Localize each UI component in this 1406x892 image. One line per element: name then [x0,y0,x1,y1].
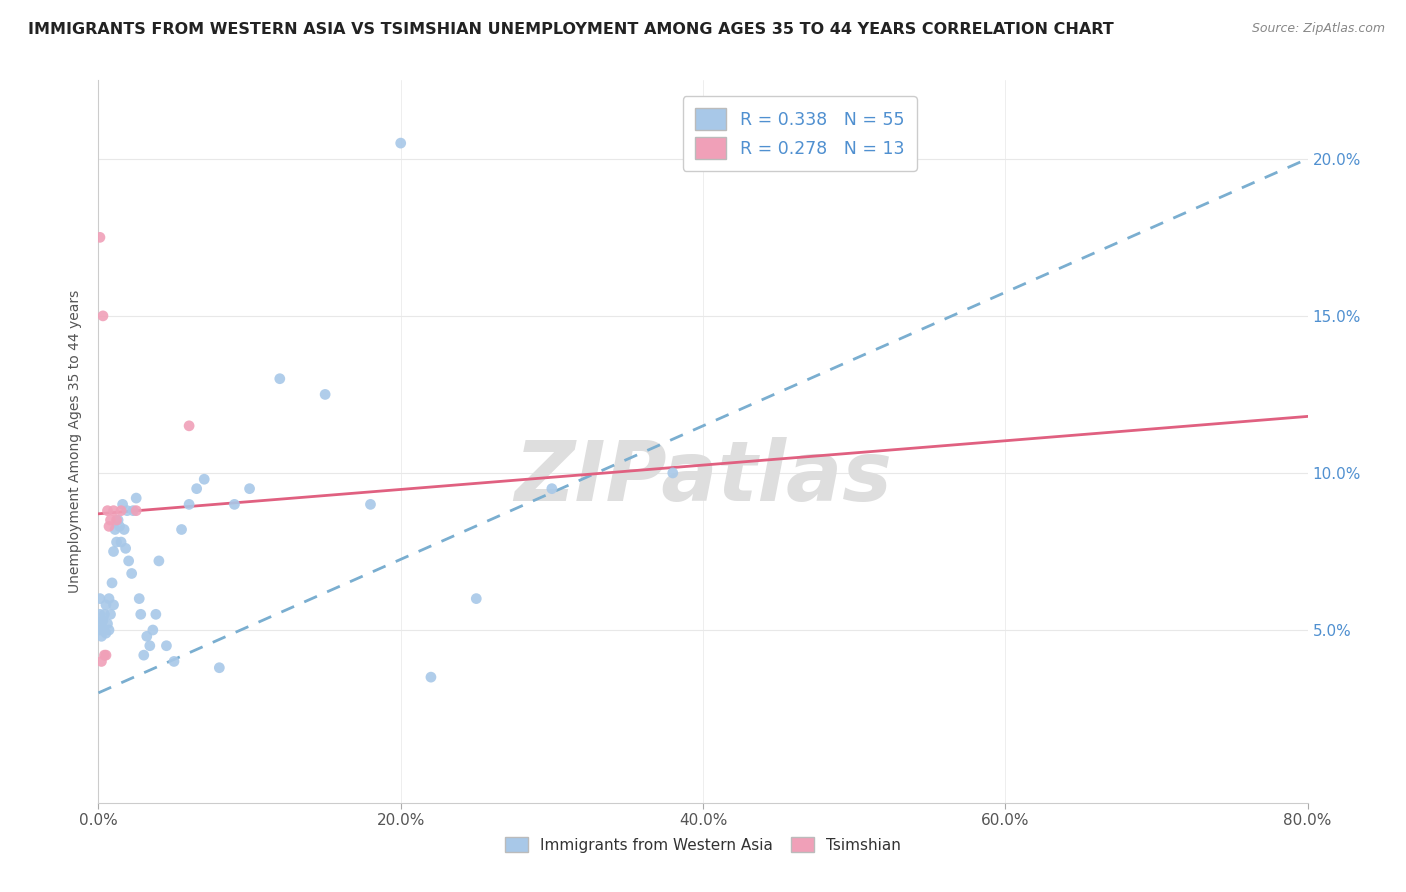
Point [155,639,177,653]
Text: ZIPatlas: ZIPatlas [515,437,891,518]
Point [661,466,683,480]
Point [145,607,167,622]
Point [239,482,262,496]
Point [94,648,117,662]
Point [100,513,122,527]
Point [132,648,155,662]
Point [121,566,143,581]
Point [118,554,141,568]
Point [91,623,114,637]
Point [208,661,231,675]
Point [89,591,111,606]
Point [269,372,291,386]
Point [94,626,117,640]
Point [90,629,112,643]
Point [94,598,117,612]
Point [98,519,121,533]
Point [186,482,208,496]
Point [179,497,201,511]
Point [139,639,162,653]
Point [128,591,150,606]
Point [129,607,152,622]
Point [90,655,112,669]
Point [193,472,215,486]
Point [224,497,246,511]
Point [104,523,127,537]
Text: Source: ZipAtlas.com: Source: ZipAtlas.com [1251,22,1385,36]
Point [170,523,193,537]
Point [96,616,118,631]
Y-axis label: Unemployment Among Ages 35 to 44 years: Unemployment Among Ages 35 to 44 years [69,290,83,593]
Point [122,503,145,517]
Point [420,670,443,684]
Point [540,482,562,496]
Legend: Immigrants from Western Asia, Tsimshian: Immigrants from Western Asia, Tsimshian [498,829,908,860]
Point [110,503,132,517]
Point [115,503,138,517]
Point [100,607,122,622]
Point [98,591,121,606]
Point [148,554,170,568]
Point [91,309,114,323]
Point [108,519,131,533]
Point [314,387,336,401]
Point [89,230,111,244]
Point [105,513,128,527]
Point [163,655,186,669]
Point [101,575,124,590]
Text: IMMIGRANTS FROM WESTERN ASIA VS TSIMSHIAN UNEMPLOYMENT AMONG AGES 35 TO 44 YEARS: IMMIGRANTS FROM WESTERN ASIA VS TSIMSHIA… [28,22,1114,37]
Point [105,535,128,549]
Point [93,607,115,622]
Point [389,136,412,150]
Point [360,497,382,511]
Point [91,614,114,628]
Point [96,503,118,517]
Point [89,607,111,622]
Point [103,544,125,558]
Point [103,598,125,612]
Point [125,503,148,517]
Point [103,503,125,517]
Point [90,616,112,631]
Point [107,513,129,527]
Point [110,535,132,549]
Point [98,623,121,637]
Point [89,623,111,637]
Point [93,648,115,662]
Point [135,629,157,643]
Point [465,591,488,606]
Point [125,491,148,505]
Point [179,418,201,433]
Point [114,541,136,556]
Point [142,623,165,637]
Point [111,497,134,511]
Point [112,523,135,537]
